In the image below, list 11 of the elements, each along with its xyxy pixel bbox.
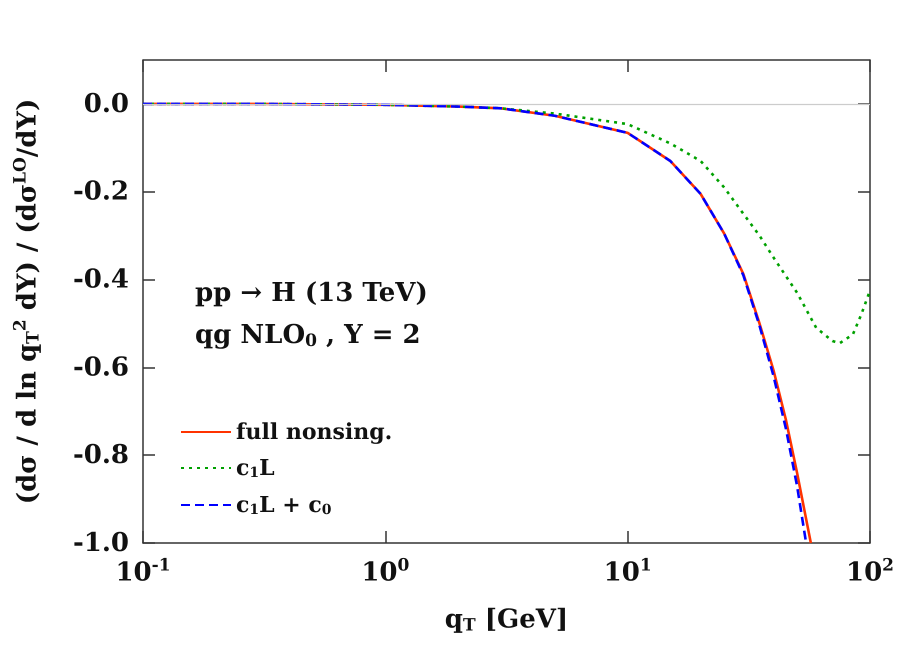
y-axis-title: (dσ / d ln qT2 dY) / (dσLO/dY) <box>10 98 44 504</box>
y-tick-label: -1.0 <box>72 528 129 558</box>
annotation: pp → H (13 TeV) <box>195 278 428 308</box>
y-tick-label: 0.0 <box>84 88 129 119</box>
legend-label: c1L + c0 <box>236 492 332 518</box>
y-tick-label: -0.2 <box>72 176 129 207</box>
y-tick-label: -0.8 <box>72 440 129 470</box>
y-tick-label: -0.4 <box>72 264 129 295</box>
legend-label: c1L <box>236 455 275 481</box>
legend-label: full nonsing. <box>236 419 392 445</box>
y-tick-label: -0.6 <box>72 352 129 382</box>
